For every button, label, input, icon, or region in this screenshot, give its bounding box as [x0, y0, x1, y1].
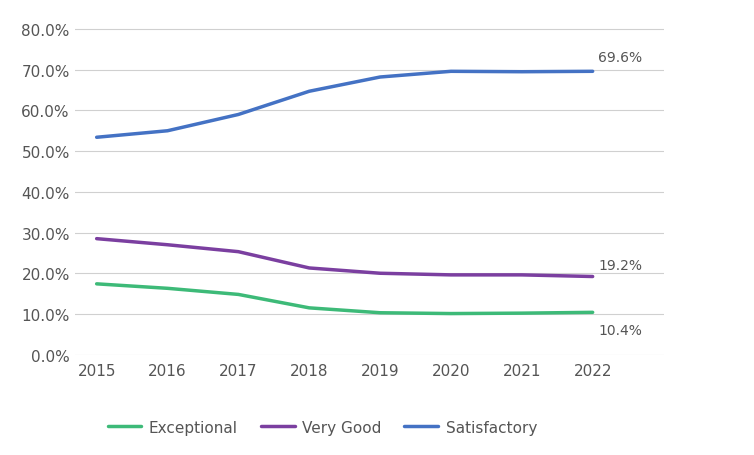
Very Good	[517, 273, 526, 278]
Line: Satisfactory: Satisfactory	[97, 72, 593, 138]
Satisfactory	[92, 135, 101, 141]
Very Good	[375, 271, 385, 276]
Very Good	[305, 266, 314, 271]
Legend: Exceptional, Very Good, Satisfactory: Exceptional, Very Good, Satisfactory	[102, 414, 543, 441]
Satisfactory	[446, 70, 455, 75]
Exceptional	[305, 305, 314, 311]
Very Good	[446, 273, 455, 278]
Exceptional	[446, 311, 455, 317]
Satisfactory	[163, 129, 172, 134]
Exceptional	[163, 286, 172, 291]
Exceptional	[588, 310, 597, 315]
Satisfactory	[305, 89, 314, 95]
Exceptional	[375, 310, 385, 316]
Very Good	[92, 237, 101, 242]
Satisfactory	[588, 70, 597, 75]
Text: 69.6%: 69.6%	[599, 51, 642, 65]
Satisfactory	[375, 75, 385, 81]
Very Good	[234, 249, 243, 255]
Text: 19.2%: 19.2%	[599, 259, 642, 273]
Exceptional	[234, 292, 243, 298]
Very Good	[588, 274, 597, 280]
Exceptional	[517, 311, 526, 316]
Exceptional	[92, 282, 101, 287]
Very Good	[163, 243, 172, 248]
Text: 10.4%: 10.4%	[599, 323, 642, 337]
Satisfactory	[517, 70, 526, 75]
Line: Very Good: Very Good	[97, 239, 593, 277]
Satisfactory	[234, 112, 243, 118]
Line: Exceptional: Exceptional	[97, 284, 593, 314]
